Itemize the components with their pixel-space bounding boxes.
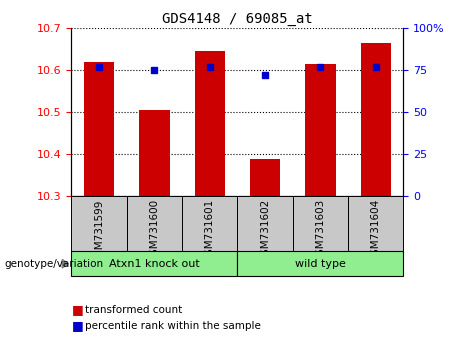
- Text: wild type: wild type: [295, 259, 346, 269]
- Bar: [348, 196, 403, 251]
- Bar: [182, 196, 237, 251]
- Bar: [71, 196, 127, 251]
- Bar: [305, 64, 336, 196]
- Text: GSM731601: GSM731601: [205, 199, 215, 262]
- Bar: [237, 251, 403, 276]
- Text: percentile rank within the sample: percentile rank within the sample: [85, 321, 261, 331]
- Bar: [195, 51, 225, 196]
- Bar: [127, 196, 182, 251]
- Text: GSM731600: GSM731600: [149, 199, 160, 262]
- Bar: [361, 43, 391, 196]
- Bar: [84, 62, 114, 196]
- Text: GSM731599: GSM731599: [94, 199, 104, 263]
- Text: Atxn1 knock out: Atxn1 knock out: [109, 259, 200, 269]
- Text: ■: ■: [71, 303, 83, 316]
- Text: GSM731604: GSM731604: [371, 199, 381, 262]
- Text: genotype/variation: genotype/variation: [5, 259, 104, 269]
- Bar: [250, 159, 280, 196]
- Bar: [293, 196, 348, 251]
- Bar: [71, 251, 237, 276]
- Text: GSM731603: GSM731603: [315, 199, 325, 262]
- Text: transformed count: transformed count: [85, 305, 183, 315]
- Bar: [139, 110, 170, 196]
- Text: ■: ■: [71, 319, 83, 332]
- Title: GDS4148 / 69085_at: GDS4148 / 69085_at: [162, 12, 313, 26]
- Polygon shape: [62, 259, 68, 268]
- Text: GSM731602: GSM731602: [260, 199, 270, 262]
- Bar: [237, 196, 293, 251]
